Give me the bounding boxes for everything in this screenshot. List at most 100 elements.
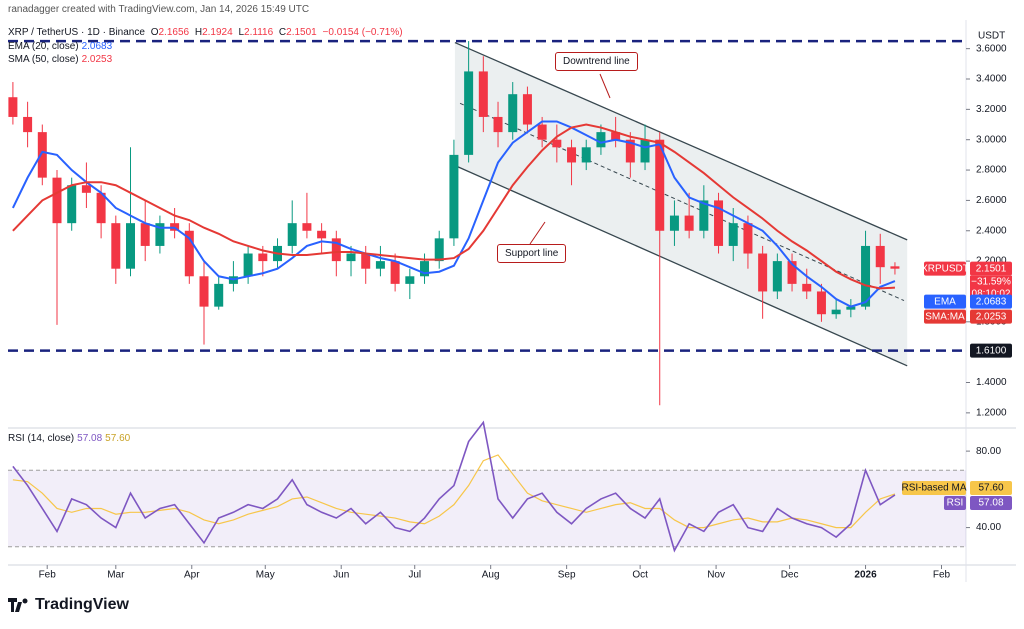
candle-body bbox=[140, 223, 150, 246]
footer-text: TradingView bbox=[35, 596, 129, 613]
candle-body bbox=[37, 132, 47, 178]
candle-body bbox=[743, 223, 753, 254]
candle-body bbox=[199, 276, 209, 307]
candle-body bbox=[214, 283, 224, 307]
tag-name: SMA:MA bbox=[925, 311, 965, 322]
tag-name-box bbox=[924, 294, 966, 309]
candle-body bbox=[52, 177, 62, 224]
y-tick-label: 3.0000 bbox=[976, 134, 1007, 145]
rsi-legend: RSI (14, close) 57.08 57.60 bbox=[8, 433, 133, 444]
candle-body bbox=[831, 309, 841, 315]
ohlc-letter: C bbox=[278, 27, 287, 38]
candle-body bbox=[596, 132, 606, 148]
rsi-value: 57.08 bbox=[77, 433, 103, 444]
y-tick-label: 2.2000 bbox=[976, 256, 1007, 267]
channel-fill bbox=[454, 42, 908, 366]
candle-body bbox=[522, 94, 532, 125]
candle-body bbox=[802, 283, 812, 292]
logo-icon bbox=[8, 598, 28, 612]
y-tick-label: 2.8000 bbox=[976, 165, 1007, 176]
rsi-line bbox=[12, 420, 896, 553]
currency: USDT bbox=[978, 31, 1005, 42]
x-tick-label: Apr bbox=[184, 570, 200, 581]
ema-name: EMA (20, close) bbox=[8, 41, 79, 52]
countdown: 08:10:02 bbox=[972, 288, 1011, 299]
author-line: ranadagger created with TradingView.com,… bbox=[8, 4, 310, 15]
candle-body bbox=[184, 230, 194, 277]
sma-name: SMA (50, close) bbox=[8, 54, 79, 65]
channel-upper bbox=[454, 41, 908, 241]
tag-name: EMA bbox=[934, 296, 956, 307]
candle-body bbox=[787, 261, 797, 284]
sma-legend: SMA (50, close) 2.0253 bbox=[8, 54, 115, 65]
channel-lower bbox=[454, 164, 908, 367]
sma-line bbox=[12, 123, 896, 290]
candle-body bbox=[287, 223, 297, 246]
rsi-name: RSI (14, close) bbox=[8, 433, 75, 444]
candle-body bbox=[772, 261, 782, 292]
candle-body bbox=[684, 215, 694, 231]
candle-body bbox=[669, 215, 679, 231]
ohlc-letter: O bbox=[150, 27, 159, 38]
y-tick-label: 1.2000 bbox=[976, 408, 1007, 419]
candle-body bbox=[655, 139, 665, 231]
tag-name: XRPUSDT bbox=[921, 263, 969, 274]
rsi-ma-tag-box bbox=[970, 480, 1012, 495]
candle-body bbox=[331, 238, 341, 262]
y-tick-label: 3.4000 bbox=[976, 74, 1007, 85]
candle-body bbox=[67, 185, 77, 224]
candle-body bbox=[640, 139, 650, 163]
rsi-tick-label: 40.00 bbox=[976, 522, 1001, 533]
candle-body bbox=[96, 192, 106, 224]
candle-body bbox=[875, 245, 885, 268]
x-tick-label: Aug bbox=[482, 570, 500, 581]
rsi-ma-name-box bbox=[902, 480, 966, 495]
sma-tag-box bbox=[970, 309, 1012, 324]
y-tick-label: 3.6000 bbox=[976, 43, 1007, 54]
x-tick-label: Sep bbox=[558, 570, 576, 581]
candle-body bbox=[714, 200, 724, 246]
candle-body bbox=[375, 261, 385, 269]
rsi-tick-label: 80.00 bbox=[976, 446, 1001, 457]
candle-body bbox=[537, 124, 547, 140]
candle-body bbox=[243, 253, 253, 277]
candle-body bbox=[390, 261, 400, 284]
ema-line bbox=[12, 120, 896, 308]
candle-body bbox=[758, 253, 768, 292]
ohlc-value: 2.1501 bbox=[286, 27, 317, 38]
candle-body bbox=[625, 139, 635, 163]
candle-body bbox=[155, 223, 165, 246]
ema-tag: 2.0683 bbox=[976, 296, 1007, 307]
x-tick-label: Oct bbox=[632, 570, 648, 581]
candle-body bbox=[346, 253, 356, 262]
symbol: XRP / TetherUS · 1D · Binance bbox=[8, 27, 145, 38]
candle-body bbox=[8, 97, 18, 117]
candle-body bbox=[405, 276, 415, 284]
candle-body bbox=[493, 116, 503, 133]
ohlc-value: 2.1924 bbox=[202, 27, 233, 38]
y-tick-label: 3.2000 bbox=[976, 104, 1007, 115]
price-change: −31.59% bbox=[971, 276, 1011, 287]
rsi-tag: 57.08 bbox=[978, 498, 1003, 509]
ohlc-value: 2.1656 bbox=[158, 27, 190, 38]
sma-tag: 2.0253 bbox=[976, 311, 1007, 322]
level-tag bbox=[970, 343, 1012, 358]
rsi-ma-value: 57.60 bbox=[105, 433, 131, 444]
candle-body bbox=[81, 185, 91, 193]
price-tag: 2.1501 bbox=[976, 263, 1007, 274]
y-tick-label: 2.6000 bbox=[976, 195, 1007, 206]
candle-body bbox=[361, 253, 371, 269]
x-tick-label: Dec bbox=[781, 570, 799, 581]
ohlc-value: 2.1116 bbox=[244, 27, 274, 38]
candle-body bbox=[567, 147, 577, 163]
ema-value: 2.0683 bbox=[81, 41, 113, 52]
candle-body bbox=[302, 223, 312, 231]
y-tick-label: 1.4000 bbox=[976, 377, 1007, 388]
candle-body bbox=[449, 154, 459, 239]
channel-middle bbox=[459, 102, 905, 302]
candle-body bbox=[611, 132, 621, 140]
annotation-pointer bbox=[599, 73, 611, 99]
candle-body bbox=[126, 223, 136, 269]
